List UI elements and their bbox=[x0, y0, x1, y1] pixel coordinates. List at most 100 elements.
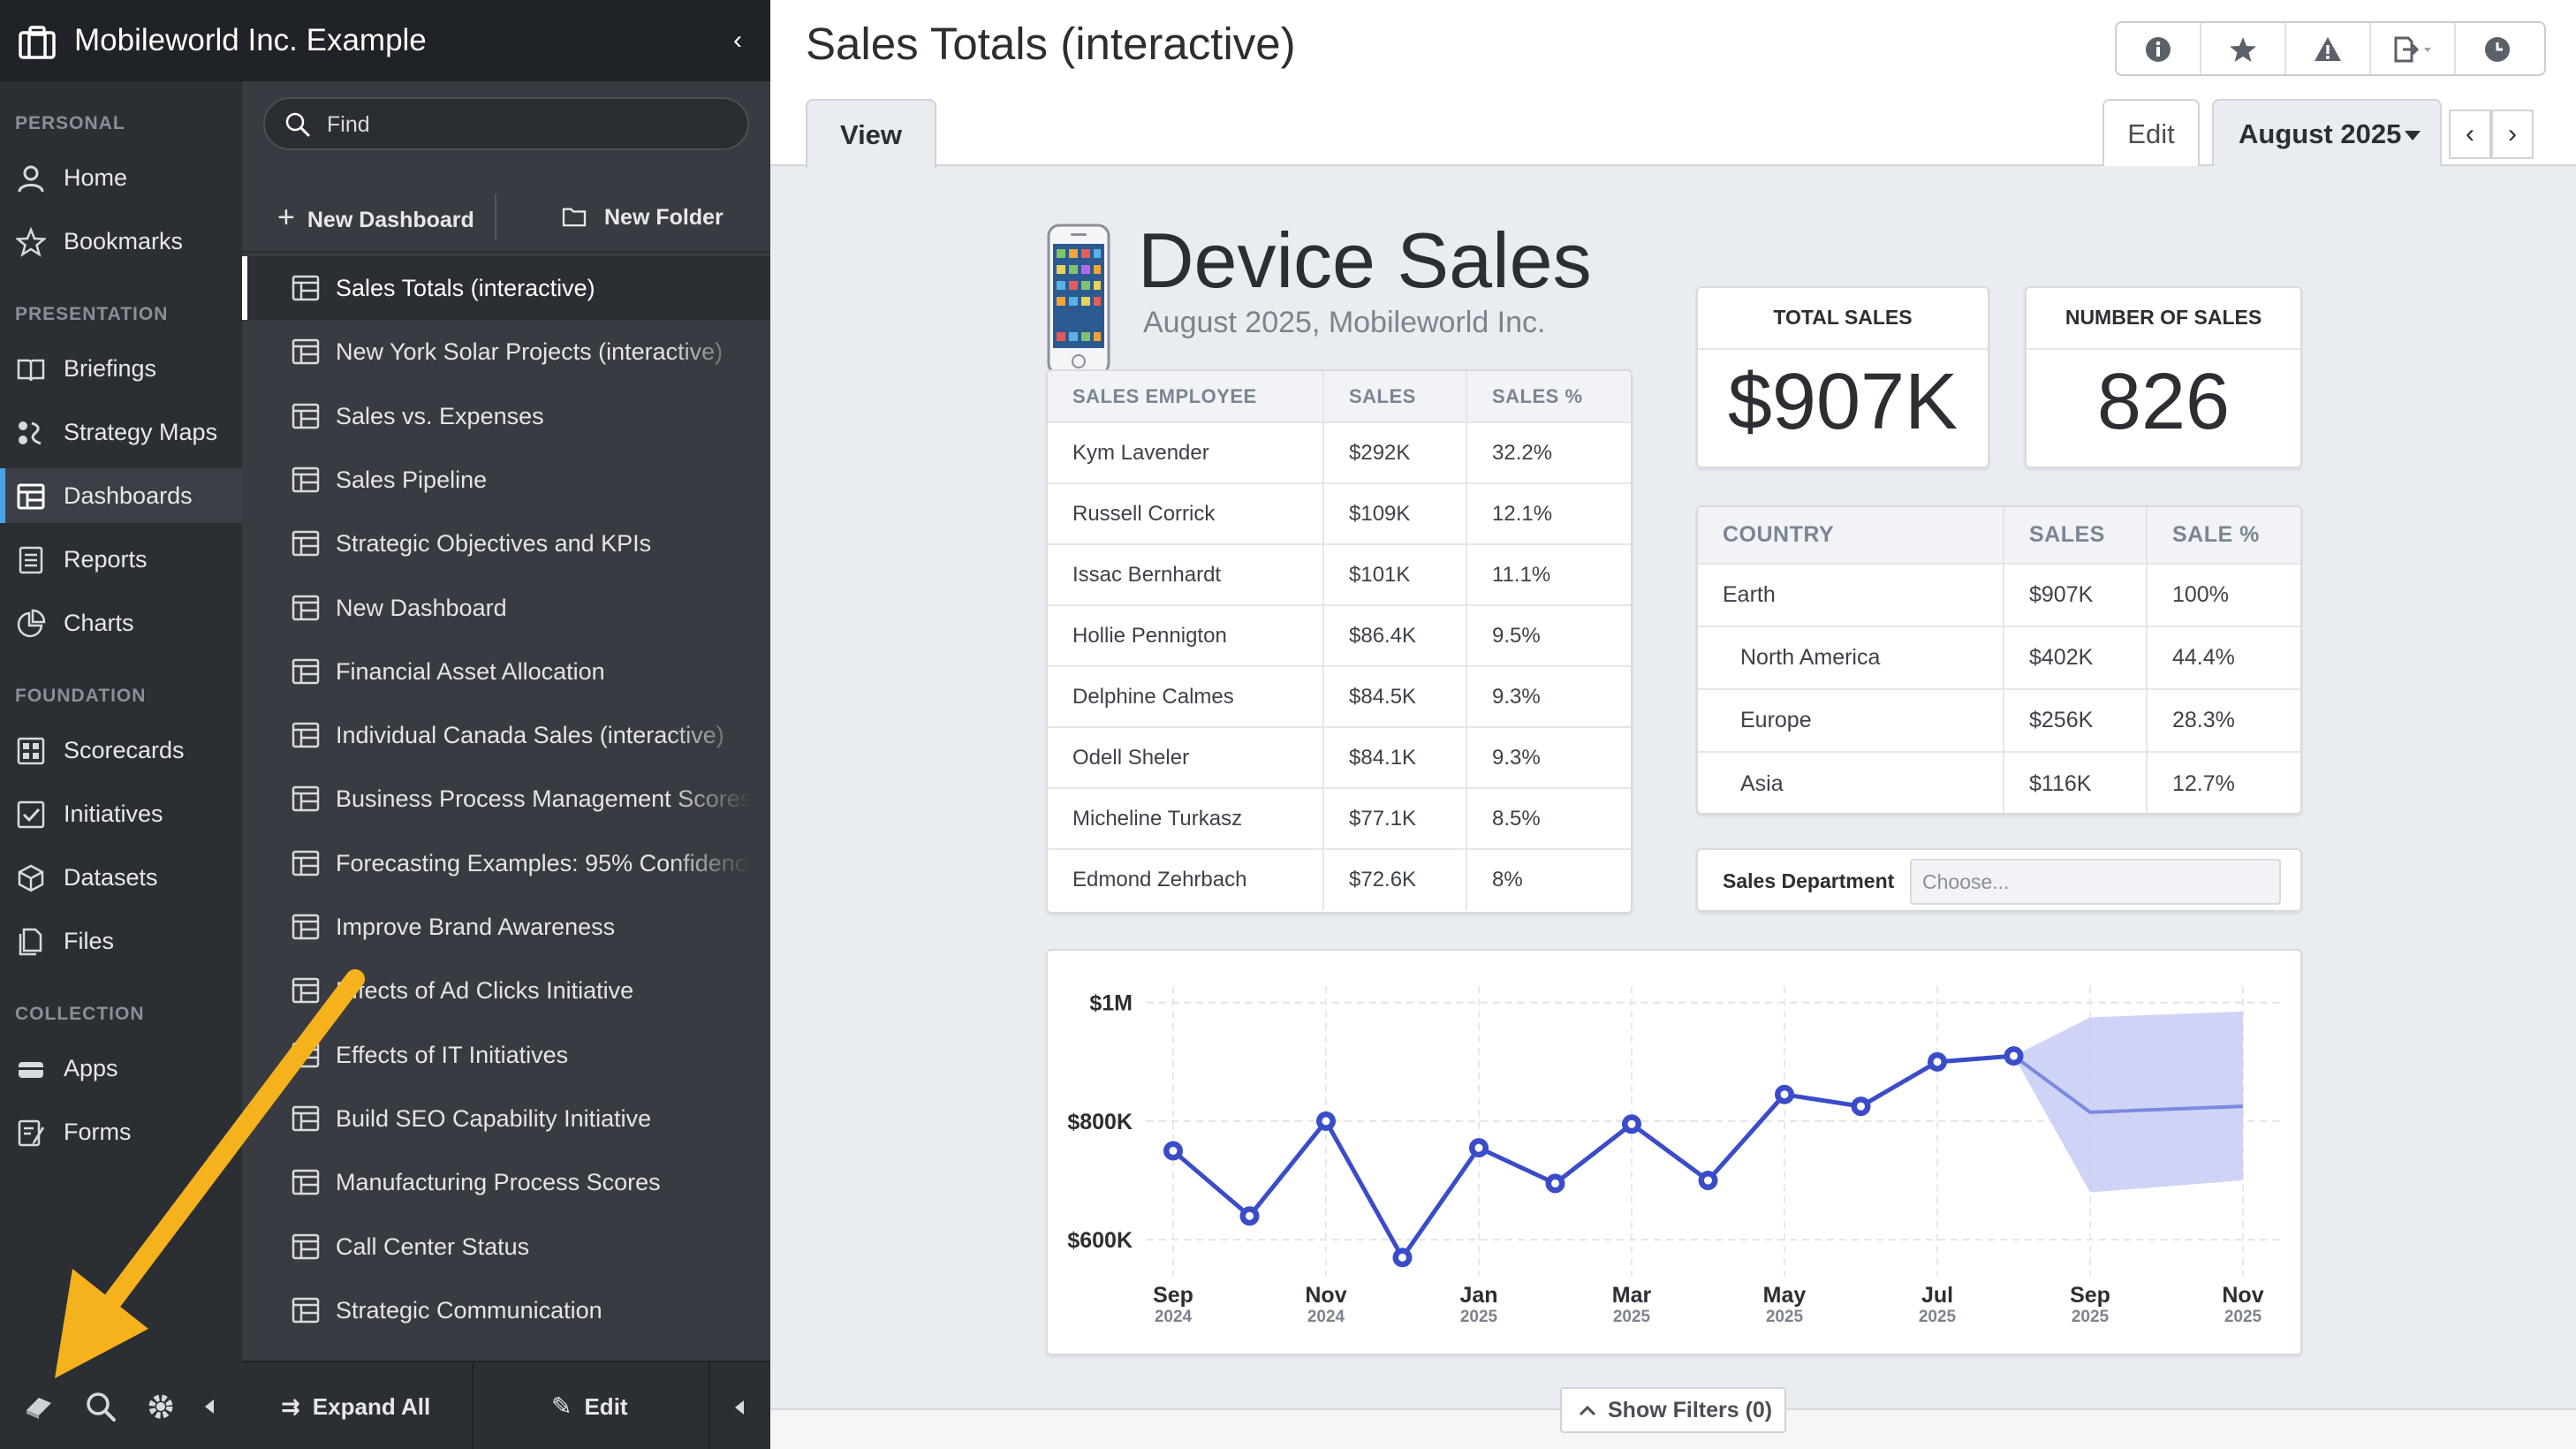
list-actions: + New Dashboard New Folder bbox=[242, 182, 770, 253]
history-button[interactable] bbox=[2456, 23, 2541, 74]
column-header[interactable]: COUNTRY bbox=[1698, 507, 2004, 564]
x-tick-year-label: 2025 bbox=[2072, 1308, 2110, 1326]
dashboard-list-item[interactable]: Sales Totals (interactive) bbox=[242, 256, 770, 320]
bookmark-button[interactable] bbox=[2201, 23, 2286, 74]
dashboard-list-item[interactable]: New York Solar Projects (interactive) bbox=[242, 320, 770, 383]
nav-item-label: Home bbox=[64, 164, 128, 191]
dashboard-list-item[interactable]: Effects of IT Initiatives bbox=[242, 1023, 770, 1087]
edit-list-button[interactable]: ✎ Edit bbox=[551, 1392, 628, 1420]
nav-item-home[interactable]: Home bbox=[0, 150, 242, 205]
table-row[interactable]: Earth $907K 100% bbox=[1698, 563, 2300, 626]
collapse-list-icon[interactable] bbox=[726, 1392, 753, 1422]
info-button[interactable] bbox=[2117, 23, 2201, 74]
nav-item-label: Files bbox=[64, 928, 115, 954]
kpi-value: $907K bbox=[1727, 358, 1959, 446]
new-folder-button[interactable]: New Folder bbox=[562, 194, 724, 240]
dashboard-list-item[interactable]: Manufacturing Process Scores bbox=[242, 1150, 770, 1214]
dashboard-list-item[interactable]: Business Process Management Scores bbox=[242, 767, 770, 831]
collapse-panel-chevron-icon[interactable]: ‹ bbox=[733, 26, 742, 55]
dashboard-list-item[interactable]: Effects of Ad Clicks Initiative bbox=[242, 959, 770, 1022]
nav-section-header: FOUNDATION bbox=[15, 686, 147, 706]
dashboard-list-item-label: Sales Totals (interactive) bbox=[336, 275, 595, 301]
dashboard-icon bbox=[292, 850, 320, 876]
table-cell: 44.4% bbox=[2147, 626, 2300, 689]
column-header[interactable]: SALES bbox=[2004, 507, 2148, 564]
nav-section-header: PRESENTATION bbox=[15, 304, 169, 324]
dashboard-list-item[interactable]: Sales vs. Expenses bbox=[242, 384, 770, 448]
dashboard-list-item[interactable]: Strategic Communication bbox=[242, 1278, 770, 1342]
spinner-icon[interactable] bbox=[21, 1389, 57, 1424]
find-input[interactable] bbox=[327, 108, 724, 141]
data-point-center bbox=[2010, 1051, 2018, 1060]
search-icon[interactable] bbox=[83, 1389, 118, 1424]
nav-item-apps[interactable]: Apps bbox=[0, 1041, 242, 1096]
dashboard-list-item[interactable]: Sales Pipeline bbox=[242, 448, 770, 512]
nav-item-forms[interactable]: Forms bbox=[0, 1104, 242, 1159]
x-tick-year-label: 2025 bbox=[1766, 1308, 1804, 1326]
next-period-button[interactable]: › bbox=[2491, 110, 2534, 159]
dashboard-list-item[interactable]: Call Center Status bbox=[242, 1215, 770, 1278]
org-name[interactable]: Mobileworld Inc. Example bbox=[74, 23, 427, 57]
edit-dashboard-button[interactable]: Edit bbox=[2102, 99, 2200, 166]
table-row[interactable]: Edmond Zehrbach $72.6K 8% bbox=[1048, 848, 1631, 910]
table-row[interactable]: Delphine Calmes $84.5K 9.3% bbox=[1048, 665, 1631, 727]
column-header[interactable]: SALES % bbox=[1466, 371, 1631, 422]
column-header[interactable]: SALES bbox=[1323, 371, 1467, 422]
table-row[interactable]: Kym Lavender $292K 32.2% bbox=[1048, 421, 1631, 483]
dashboard-title: Device Sales bbox=[1138, 216, 1592, 304]
nav-item-strategy-maps[interactable]: Strategy Maps bbox=[0, 405, 242, 459]
nav-item-label: Strategy Maps bbox=[64, 419, 218, 445]
table-row[interactable]: Issac Bernhardt $101K 11.1% bbox=[1048, 543, 1631, 605]
sales-department-select[interactable]: Choose... bbox=[1910, 859, 2281, 905]
table-row[interactable]: North America $402K 44.4% bbox=[1698, 626, 2300, 689]
nav-item-files[interactable]: Files bbox=[0, 914, 242, 968]
new-dashboard-button[interactable]: + New Dashboard bbox=[277, 201, 474, 234]
nav-item-datasets[interactable]: Datasets bbox=[0, 850, 242, 905]
dashboard-list-item[interactable]: Improve Brand Awareness bbox=[242, 895, 770, 959]
dashboard-list-item[interactable]: Individual Canada Sales (interactive) bbox=[242, 703, 770, 767]
nav-section-header: COLLECTION bbox=[15, 1004, 145, 1024]
nav-item-scorecards[interactable]: Scorecards bbox=[0, 723, 242, 778]
table-row[interactable]: Hollie Pennigton $86.4K 9.5% bbox=[1048, 604, 1631, 666]
book-icon bbox=[17, 359, 45, 382]
dashboard-list-item[interactable]: New Dashboard bbox=[242, 576, 770, 640]
nav-item-initiatives[interactable]: Initiatives bbox=[0, 786, 242, 841]
table-cell: 8.5% bbox=[1466, 787, 1631, 849]
sales-line-chart: $1M$800K$600KSep2024Nov2024Jan2025Mar202… bbox=[1067, 986, 2284, 1326]
alert-button[interactable] bbox=[2286, 23, 2371, 74]
export-button[interactable] bbox=[2371, 23, 2456, 74]
dashboard-list-item[interactable]: Financial Asset Allocation bbox=[242, 640, 770, 703]
table-row[interactable]: Odell Sheler $84.1K 9.3% bbox=[1048, 726, 1631, 788]
column-header[interactable]: SALES EMPLOYEE bbox=[1048, 371, 1324, 422]
nav-item-bookmarks[interactable]: Bookmarks bbox=[0, 214, 242, 269]
nav-item-charts[interactable]: Charts bbox=[0, 596, 242, 650]
collapse-sidebar-icon[interactable] bbox=[196, 1389, 223, 1424]
previous-period-button[interactable]: ‹ bbox=[2449, 110, 2491, 159]
dashboard-list-item[interactable]: Build SEO Capability Initiative bbox=[242, 1087, 770, 1150]
column-header[interactable]: SALE % bbox=[2147, 507, 2300, 564]
dashboard-list-item[interactable]: Strategic Objectives and KPIs bbox=[242, 512, 770, 575]
expand-all-button[interactable]: ⇉ Expand All bbox=[281, 1393, 431, 1420]
table-row[interactable]: Asia $116K 12.7% bbox=[1698, 751, 2300, 813]
table-cell: Russell Corrick bbox=[1048, 482, 1324, 544]
folder-icon bbox=[562, 208, 587, 227]
nav-item-briefings[interactable]: Briefings bbox=[0, 341, 242, 396]
nav-item-reports[interactable]: Reports bbox=[0, 532, 242, 587]
table-cell: 8% bbox=[1466, 848, 1631, 910]
period-select[interactable]: August 2025 bbox=[2212, 99, 2442, 166]
table-cell: $101K bbox=[1323, 543, 1467, 605]
show-filters-button[interactable]: Show Filters (0) bbox=[1560, 1387, 1786, 1433]
nav-item-dashboards[interactable]: Dashboards bbox=[0, 468, 242, 523]
table-row[interactable]: Europe $256K 28.3% bbox=[1698, 688, 2300, 752]
table-row[interactable]: Micheline Turkasz $77.1K 8.5% bbox=[1048, 787, 1631, 849]
gear-icon[interactable] bbox=[143, 1389, 178, 1424]
dashboard-list-item-label: New Dashboard bbox=[336, 594, 507, 621]
apps-icon bbox=[19, 1062, 43, 1078]
table-row[interactable]: Russell Corrick $109K 12.1% bbox=[1048, 482, 1631, 544]
report-icon bbox=[19, 546, 43, 574]
data-point-center bbox=[1398, 1253, 1406, 1262]
tab-view[interactable]: View bbox=[806, 99, 936, 168]
table-cell: $256K bbox=[2004, 688, 2148, 752]
divider bbox=[708, 1362, 710, 1449]
dashboard-list-item[interactable]: Forecasting Examples: 95% Confidence bbox=[242, 831, 770, 895]
